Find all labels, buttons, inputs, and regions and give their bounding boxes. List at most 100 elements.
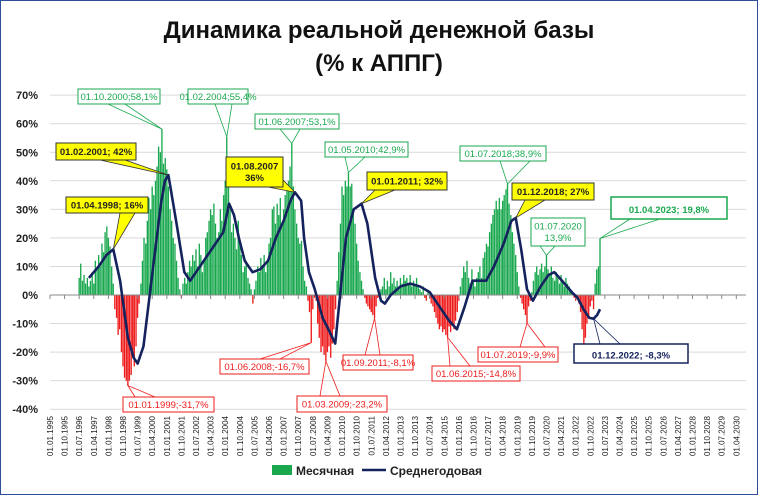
bar — [218, 232, 220, 295]
x-tick-label: 01.01.1998 — [104, 415, 113, 456]
callout-label: 01.03.2009;-23,2% — [302, 399, 383, 410]
annotation-callout: 01.03.2009;-23,2% — [296, 359, 388, 413]
bar — [148, 197, 150, 295]
bar — [459, 286, 462, 295]
bar — [336, 280, 338, 295]
bar — [229, 209, 231, 295]
bar — [263, 255, 265, 295]
bar — [101, 243, 103, 295]
x-tick-label: 01.01.2016 — [455, 415, 464, 456]
bar — [388, 286, 390, 295]
bar — [278, 215, 280, 295]
bar — [540, 263, 543, 295]
x-tick-label: 01.04.2024 — [615, 415, 624, 456]
line-series-average — [87, 173, 602, 365]
bar — [224, 180, 226, 295]
bar — [240, 255, 243, 295]
bar — [386, 280, 389, 295]
bar — [323, 295, 325, 355]
bar — [497, 209, 499, 295]
annotation-callout: 01.04.2023; 19,8% — [599, 196, 728, 239]
callout-box — [296, 395, 388, 413]
bar — [248, 283, 251, 295]
callout-label: 01.06.2008;-16,7% — [224, 362, 305, 373]
annotation-callout: 01.06.2008;-16,7% — [219, 342, 312, 375]
bar — [94, 260, 97, 295]
bar — [196, 266, 199, 295]
bar — [359, 272, 361, 295]
bar — [203, 260, 205, 295]
bar — [239, 243, 241, 295]
bar — [599, 238, 601, 295]
callout-label: 01.01.2011; 32% — [371, 176, 443, 187]
bar — [531, 292, 533, 295]
callout-box — [55, 142, 137, 161]
callout-box — [342, 354, 414, 371]
bar — [563, 286, 566, 295]
bar — [510, 215, 512, 295]
bar — [581, 295, 583, 330]
x-tick-label: 01.07.2020 — [542, 415, 551, 456]
bar — [588, 295, 590, 318]
bar — [566, 283, 569, 295]
callout-box — [477, 346, 559, 363]
bar — [145, 243, 147, 295]
bar — [524, 295, 527, 315]
bar — [265, 272, 267, 295]
bar — [201, 272, 204, 295]
bar — [480, 277, 483, 295]
x-tick-label: 01.04.2018 — [499, 415, 508, 456]
bar — [140, 283, 142, 295]
x-tick-label: 01.01.2019 — [513, 415, 522, 456]
bar — [159, 152, 162, 295]
bar — [297, 237, 299, 295]
bar — [247, 277, 249, 295]
callout-pointer — [214, 103, 233, 137]
x-tick-label: 01.10.2010 — [353, 415, 362, 456]
bar — [172, 237, 174, 295]
bar — [164, 157, 166, 295]
bar — [485, 243, 488, 295]
legend-swatch-monthly — [272, 465, 292, 475]
x-tick-label: 01.10.2016 — [469, 415, 478, 456]
annotation-callout: 01.09.2011;-8,1% — [341, 318, 416, 371]
callout-pointer — [319, 359, 341, 397]
bar — [433, 295, 436, 313]
callout-pointer — [344, 156, 367, 174]
callout-box — [122, 396, 215, 413]
bar — [245, 260, 247, 295]
x-tick-label: 01.04.2012 — [382, 415, 391, 456]
bar — [506, 183, 509, 295]
annotation-callout: 01.07.2019;-9,9% — [477, 322, 559, 363]
x-tick-label: 01.04.2015 — [440, 415, 449, 456]
callout-pointer — [519, 322, 546, 348]
callout-box — [65, 196, 149, 214]
bar — [505, 189, 507, 295]
callout-pointer — [599, 218, 661, 239]
bar — [237, 220, 239, 295]
x-tick-label: 01.07.2026 — [659, 415, 668, 456]
bar — [398, 289, 400, 295]
bar — [518, 286, 520, 295]
x-tick-label: 01.07.2008 — [309, 415, 318, 456]
annotation-callout: 01.02.2004;55,4% — [179, 88, 257, 137]
bar — [467, 277, 470, 295]
bar — [80, 263, 82, 295]
bar — [487, 246, 489, 295]
bar — [312, 295, 314, 310]
bar — [454, 295, 457, 321]
bar — [437, 295, 439, 324]
x-tick-label: 01.07.2029 — [718, 415, 727, 456]
x-tick-label: 01.01.2028 — [689, 415, 698, 456]
bar — [162, 163, 165, 295]
x-tick-label: 01.04.2027 — [674, 415, 683, 456]
x-tick-label: 01.01.1995 — [46, 415, 55, 456]
callout-box — [366, 171, 448, 191]
x-tick-label: 01.07.2014 — [426, 415, 435, 456]
bar — [342, 195, 345, 295]
bar — [136, 295, 139, 318]
bar — [536, 266, 538, 295]
bar — [106, 226, 108, 295]
x-tick-label: 01.10.2007 — [294, 415, 303, 456]
